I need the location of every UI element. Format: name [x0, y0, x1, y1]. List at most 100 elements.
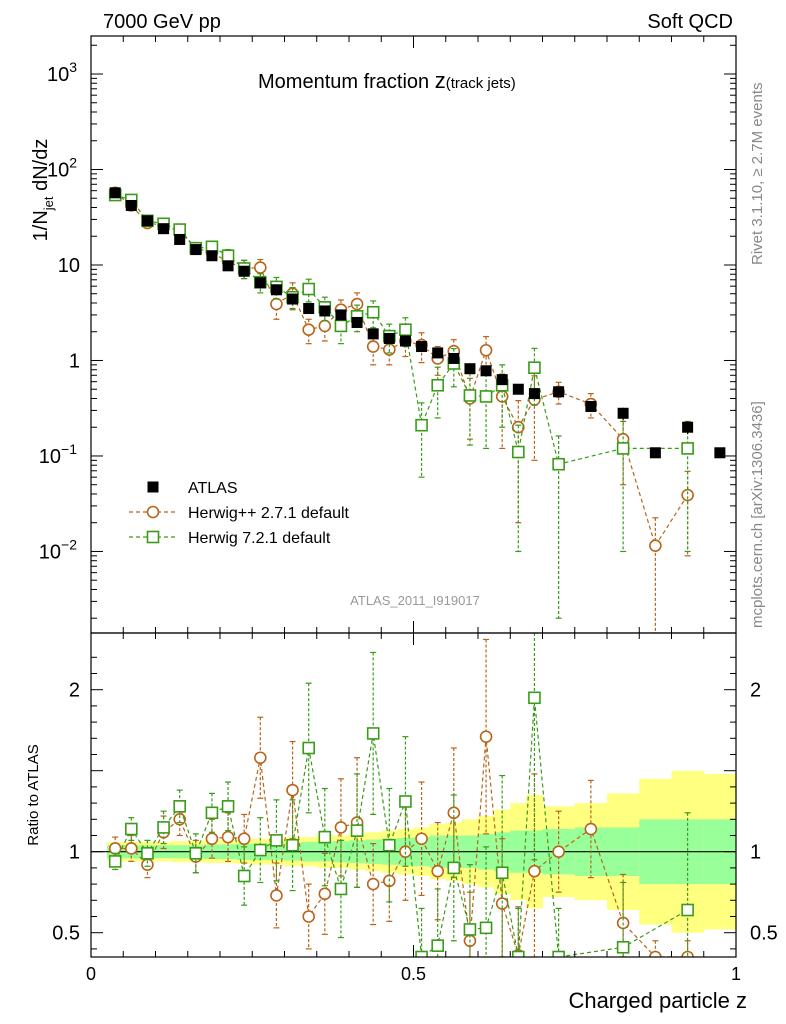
atlas-point: [222, 260, 234, 272]
main-plot-area: [108, 186, 726, 633]
y-axis-label-tail: dN/dz: [30, 139, 52, 197]
herwig7-point: [221, 249, 235, 263]
legend-marker: [146, 505, 160, 519]
legend-label: Herwig++ 2.7.1 default: [188, 505, 350, 522]
herwigpp-point: [318, 319, 332, 333]
x-axis-label: Charged particle z: [568, 988, 747, 1013]
ratio-herwigpp-point: [270, 889, 283, 902]
ratio-herwig7-line: [114, 697, 688, 957]
main-axis-ticks: 10−2 10−1 1 10 102 103: [39, 36, 736, 633]
ratio-tick-label-right: 0.5: [750, 923, 778, 945]
ratio-herwigpp-point: [221, 830, 235, 844]
ratio-herwigpp-point: [584, 822, 598, 836]
ratio-tick-label-left: 2: [69, 680, 80, 702]
atlas-point: [367, 328, 379, 340]
x-tick-label: 0: [86, 964, 96, 984]
main-panel: 10−2 10−1 1 10 102 103 Momentum fraction z(tr…: [30, 35, 737, 634]
ratio-herwig7-point: [681, 903, 694, 917]
y-tick-label: 10−2: [39, 536, 77, 563]
herwigpp-point: [302, 323, 315, 337]
ratio-tick-label-right: 2: [750, 680, 761, 702]
y-tick-label: 10: [58, 255, 80, 277]
y-axis-label-main: 1/N: [30, 210, 52, 241]
ratio-herwig7-point: [447, 861, 461, 875]
herwigpp-point: [649, 539, 662, 552]
legend-label: Herwig 7.2.1 default: [188, 530, 331, 547]
atlas-point: [448, 352, 460, 364]
herwigpp-point: [254, 261, 267, 274]
x-tick-label: 1: [731, 964, 741, 984]
atlas-point: [649, 447, 661, 459]
atlas-point: [496, 374, 508, 386]
header-right: Soft QCD: [647, 11, 733, 33]
ratio-herwig7-point: [366, 727, 380, 740]
ratio-herwig7-point: [528, 691, 541, 705]
atlas-point: [480, 365, 492, 377]
atlas-point: [351, 316, 363, 328]
ratio-herwig7-point: [141, 847, 154, 860]
herwig7-point: [366, 305, 380, 319]
atlas-point: [287, 293, 299, 305]
ratio-tick-label-left: 1: [69, 842, 80, 864]
ratio-herwigpp-point: [125, 842, 138, 855]
herwigpp-point: [366, 340, 380, 353]
herwig7-line: [115, 194, 688, 465]
ratio-herwig7-point: [270, 834, 283, 847]
herwigpp-point: [270, 297, 283, 311]
ratio-herwig7-point: [254, 843, 267, 857]
atlas-point: [238, 265, 250, 277]
herwig7-point: [463, 389, 477, 402]
ratio-herwig7-point: [512, 950, 525, 957]
herwig7-point: [479, 390, 493, 403]
y-tick-label: 102: [47, 154, 77, 181]
ratio-herwig7-point: [173, 800, 186, 813]
ratio-herwigpp-point: [205, 832, 219, 846]
atlas-point: [464, 363, 476, 375]
ratio-herwigpp-point: [366, 877, 380, 891]
atlas-point: [319, 305, 331, 317]
ratio-herwigpp-point: [649, 950, 662, 957]
y-axis-label-sub: jet: [41, 196, 56, 211]
ratio-herwig7-point: [495, 866, 509, 880]
herwigpp-point: [681, 488, 694, 502]
ratio-herwigpp-point: [528, 864, 541, 878]
header-left: 7000 GeV pp: [103, 11, 221, 33]
herwig7-point: [173, 223, 186, 236]
ratio-herwig7-point: [383, 838, 396, 852]
herwig7-point: [528, 361, 541, 375]
atlas-point: [399, 335, 411, 347]
herwig7-point: [616, 442, 630, 455]
ratio-axis-ticks: 0 0.5 1 0.5 0.5 1 1 2 2: [52, 633, 778, 984]
chart-title: Momentum fraction z(track jets): [258, 68, 516, 93]
atlas-point: [158, 223, 170, 235]
herwig7-point: [399, 323, 412, 337]
ratio-herwig7-point: [463, 923, 477, 936]
herwig7-point: [431, 378, 444, 392]
herwig7-point: [552, 457, 565, 471]
ratio-herwig7-point: [286, 838, 299, 852]
y-tick-label: 1: [69, 350, 80, 372]
atlas-point: [254, 277, 266, 289]
ratio-herwig7-point: [350, 824, 364, 837]
ratio-herwig7-point: [431, 939, 444, 952]
ratio-herwig7-point: [318, 830, 332, 844]
ratio-herwigpp-point: [237, 832, 251, 846]
atlas-point: [303, 303, 315, 315]
atlas-point: [174, 233, 186, 245]
mcplots-text: mcplots.cern.ch [arXiv:1306.3436]: [749, 401, 766, 628]
atlas-point: [682, 421, 694, 433]
watermark: ATLAS_2011_I919017: [350, 593, 480, 608]
ratio-herwig7-point: [221, 800, 235, 813]
atlas-point: [109, 187, 121, 199]
ratio-herwig7-point: [334, 882, 348, 896]
legend-label: ATLAS: [188, 480, 238, 497]
ratio-herwigpp-point: [479, 730, 493, 743]
atlas-point: [270, 284, 282, 296]
ratio-herwigpp-point: [318, 887, 332, 901]
ratio-herwig7-point: [157, 821, 170, 834]
ratio-y-axis-label: Ratio to ATLAS: [25, 744, 42, 845]
atlas-point: [714, 447, 726, 459]
atlas-point: [432, 347, 444, 359]
ratio-herwigpp-point: [108, 842, 122, 855]
herwig7-point: [512, 445, 525, 459]
